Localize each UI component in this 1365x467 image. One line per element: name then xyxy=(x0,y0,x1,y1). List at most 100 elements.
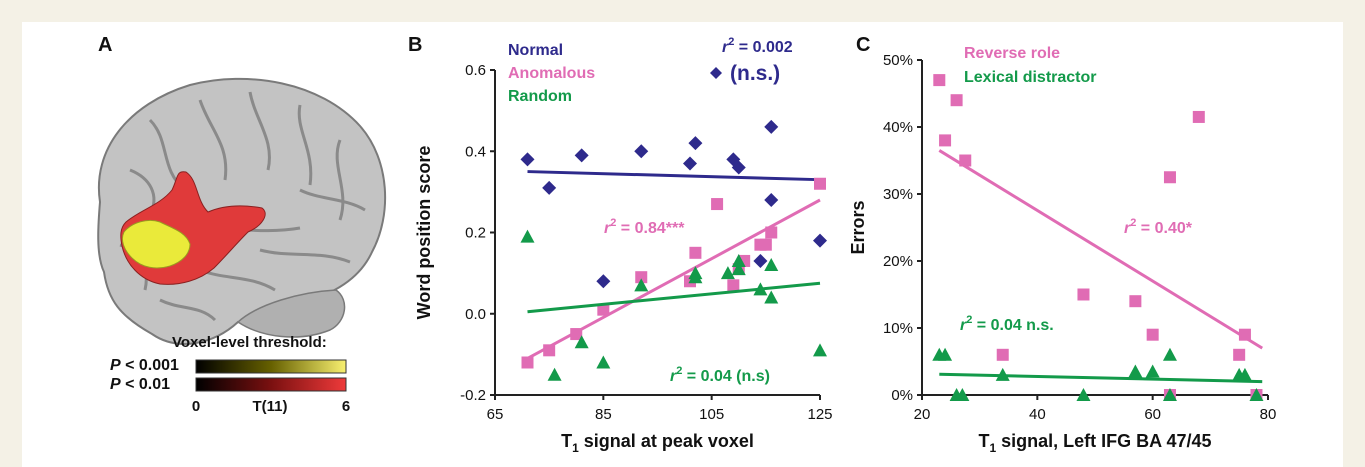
panel-c-legend-reverse: Reverse role xyxy=(964,45,1060,62)
panel-b-point-anomalous xyxy=(765,226,778,239)
panel-a-label: A xyxy=(98,34,112,56)
panel-b-fit-random xyxy=(527,281,821,314)
panel-b-point-random xyxy=(720,266,735,280)
panel-b-point-random xyxy=(731,262,746,276)
colorbar-tick-max: 6 xyxy=(342,398,350,415)
panel-c-y-tick-label: 50% xyxy=(883,52,913,69)
panel-b-point-random xyxy=(596,355,611,369)
panel-c-fit-reverse-role xyxy=(938,149,1264,350)
panel-b-point-normal xyxy=(753,253,768,268)
panel-b-point-anomalous xyxy=(570,328,583,341)
panel-b-chart: B -0.2 0.0 0.2 0.4 0.6 65 85 105 125 Word positi… xyxy=(408,34,833,455)
panel-c-marks: 0% 10% 20% 30% 40% 50% 20 40 60 80 xyxy=(883,52,1276,423)
panel-c-point-reverse-role xyxy=(1192,110,1205,123)
panel-c-point-reverse-role xyxy=(1129,295,1142,308)
panel-c-x-tick-label: 60 xyxy=(1144,406,1161,423)
panel-b-annot-ns: (n.s.) xyxy=(730,62,780,85)
panel-c-annot-reverse: r2 = 0.40* xyxy=(1124,217,1193,237)
panel-c-point-lexical-distractor xyxy=(955,388,970,401)
panel-c-point-reverse-role xyxy=(939,134,952,147)
panel-c-legend-lexical: Lexical distractor xyxy=(964,69,1097,86)
panel-b-point-anomalous xyxy=(635,271,648,284)
panel-c-point-lexical-distractor xyxy=(1237,367,1252,381)
panel-b-point-normal xyxy=(764,119,779,134)
panel-b-y-tick-label: -0.2 xyxy=(460,387,486,404)
panel-b-point-anomalous xyxy=(597,303,610,316)
panel-b-fit-normal xyxy=(527,170,821,182)
panel-b-ylabel: Word position score xyxy=(414,146,434,320)
panel-c-point-reverse-role xyxy=(1146,328,1159,341)
panel-c-point-lexical-distractor xyxy=(1162,388,1177,401)
panel-b-point-anomalous xyxy=(727,279,740,292)
panel-b-y-tick-label: 0.2 xyxy=(465,225,486,242)
panel-b-point-normal xyxy=(764,193,779,207)
panel-b-annot-random: r2 = 0.04 (n.s) xyxy=(670,365,770,385)
panel-b-y-tick-label: 0.6 xyxy=(465,62,486,79)
panel-b-point-normal xyxy=(520,152,535,167)
panel-b-point-anomalous xyxy=(689,246,702,259)
panel-b-label: B xyxy=(408,34,422,56)
panel-b-point-random xyxy=(688,270,703,284)
colorbar-title: Voxel-level threshold: xyxy=(172,334,327,351)
colorbar-row1-label: P < 0.001 xyxy=(110,357,179,374)
panel-b-marks: -0.2 0.0 0.2 0.4 0.6 65 85 105 125 xyxy=(460,62,832,423)
panel-b-x-tick-label: 85 xyxy=(595,406,612,423)
panel-b-x-tick-label: 105 xyxy=(699,406,724,423)
panel-b-point-random xyxy=(574,335,589,349)
panel-c-ylabel: Errors xyxy=(848,200,868,254)
panel-b-x-tick-label: 65 xyxy=(487,406,504,423)
panel-b-point-random xyxy=(520,229,535,243)
panel-b-y-tick-label: 0.0 xyxy=(465,306,486,323)
panel-b-point-random xyxy=(634,278,649,292)
panel-c-x-tick-label: 40 xyxy=(1029,406,1046,423)
panel-b-point-anomalous xyxy=(759,238,772,251)
panel-c-point-lexical-distractor xyxy=(1076,388,1091,401)
panel-c-point-reverse-role xyxy=(950,94,963,107)
panel-c-point-reverse-role xyxy=(933,74,946,87)
colorbar-tick-mid: T(11) xyxy=(252,398,287,415)
panel-b-point-normal xyxy=(731,160,746,175)
panel-b-legend-anomalous: Anomalous xyxy=(508,65,595,82)
brain-cerebellum xyxy=(236,289,346,338)
panel-b-point-normal xyxy=(634,144,649,159)
panel-b-point-anomalous xyxy=(521,356,534,369)
panel-c-chart: C 0% 10% 20% 30% 40% 50% 20 40 60 80 Errors T1 si… xyxy=(848,34,1276,455)
brain-cluster-p001 xyxy=(121,219,191,269)
panel-b-point-normal xyxy=(813,233,827,248)
panel-c-label: C xyxy=(856,34,870,56)
panel-b-point-normal xyxy=(596,274,611,289)
panel-b-point-normal xyxy=(574,148,589,163)
panel-c-annot-lexical: r2 = 0.04 n.s. xyxy=(960,314,1054,334)
panel-c-x-tick-label: 80 xyxy=(1260,406,1277,423)
panel-c-y-tick-label: 20% xyxy=(883,253,913,270)
panel-a: A Voxel-level threshold: xyxy=(97,34,387,415)
colorbar-row2-gradient xyxy=(195,377,347,392)
panel-b-y-tick-label: 0.4 xyxy=(465,143,486,160)
panel-b-point-anomalous xyxy=(814,177,826,190)
panel-b-point-normal xyxy=(683,156,697,171)
panel-b-point-random xyxy=(547,367,562,381)
panel-c-y-tick-label: 40% xyxy=(883,119,913,136)
panel-c-point-reverse-role xyxy=(1163,171,1176,184)
colorbar: Voxel-level threshold: P < 0.001 P < 0.0… xyxy=(110,334,350,415)
panel-c-y-tick-label: 30% xyxy=(883,186,913,203)
panel-c-point-reverse-role xyxy=(996,348,1009,361)
panel-b-point-random xyxy=(753,282,768,296)
panel-b-annot-diamond xyxy=(710,67,722,79)
panel-c-point-reverse-role xyxy=(1077,288,1090,301)
panel-b-point-anomalous xyxy=(543,344,556,357)
panel-b-point-normal xyxy=(542,180,557,195)
panel-c-point-lexical-distractor xyxy=(1145,364,1160,378)
panel-c-point-lexical-distractor xyxy=(938,347,953,361)
panel-c-xlabel: T1 signal, Left IFG BA 47/45 xyxy=(978,431,1211,455)
panel-b-point-anomalous xyxy=(711,198,724,211)
panel-c-y-tick-label: 0% xyxy=(891,387,913,404)
panel-c-point-lexical-distractor xyxy=(1162,347,1177,361)
panel-c-fit-lexical-distractor xyxy=(939,372,1263,384)
panel-b-legend-normal: Normal xyxy=(508,42,563,59)
panel-b-annot-normal: r2 = 0.002 xyxy=(722,36,793,56)
panel-b-point-normal xyxy=(726,152,741,167)
colorbar-row2-label: P < 0.01 xyxy=(110,376,170,393)
panel-c-x-tick-label: 20 xyxy=(914,406,931,423)
panel-b-point-random xyxy=(731,253,746,267)
